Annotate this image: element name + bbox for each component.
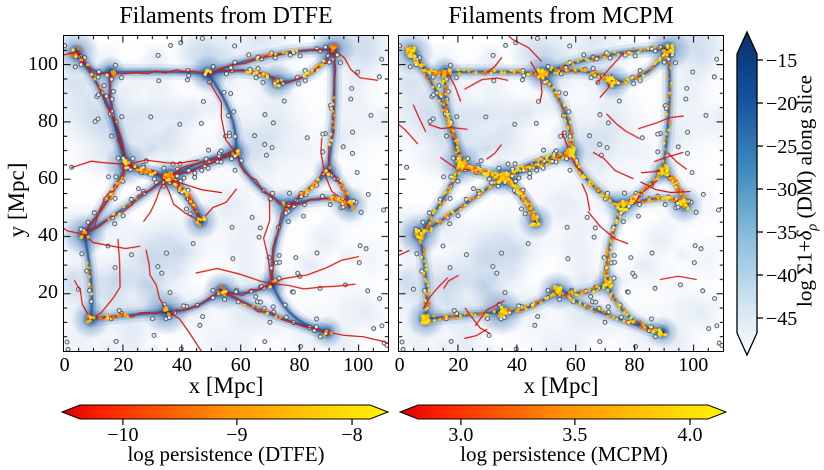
persistence-caption-mcpm: log persistence (MCPM) xyxy=(460,442,668,466)
panel-title-dtfe: Filaments from DTFE xyxy=(119,3,333,29)
dtfe-density-map xyxy=(64,36,388,351)
density-colorbar-bar xyxy=(736,30,758,357)
panel-title-mcpm: Filaments from MCPM xyxy=(448,3,674,29)
x-axis-label-dtfe: x [Mpc] xyxy=(188,373,264,398)
x-tick-label: 60 xyxy=(565,354,586,376)
x-tick-label: 20 xyxy=(113,354,134,376)
y-tick-label: 80 xyxy=(38,110,58,133)
persistence-colorbar-tick-label: −9 xyxy=(226,424,247,446)
persistence-colorbar-bar xyxy=(398,404,728,420)
y-tick-label: 40 xyxy=(38,224,58,247)
x-tick-label: 80 xyxy=(289,354,310,376)
density-colorbar-tick-label: −25 xyxy=(766,136,797,158)
density-colorbar-tick-label: −15 xyxy=(766,50,797,72)
density-colorbar: −15 −20 −25 −30 −35 −40 −45 xyxy=(736,30,797,357)
density-colorbar-tick-label: −40 xyxy=(766,265,797,287)
dtfe-map-panel xyxy=(63,35,389,352)
x-tick-label: 0 xyxy=(394,354,405,376)
density-colorbar-tick-label: −20 xyxy=(766,93,797,115)
y-tick-label: 60 xyxy=(38,167,58,190)
x-tick-label: 60 xyxy=(230,354,251,376)
persistence-colorbar-tick-label: −10 xyxy=(107,424,138,446)
x-tick-label: 0 xyxy=(59,354,70,376)
x-tick-label: 20 xyxy=(448,354,469,376)
density-colorbar-tick-label: −45 xyxy=(766,308,797,330)
persistence-colorbar-bar xyxy=(60,404,390,420)
density-colorbar-tick-label: −30 xyxy=(766,179,797,201)
persistence-colorbar-tick-label: 4.0 xyxy=(678,424,703,446)
x-tick-label: 40 xyxy=(172,354,193,376)
mcpm-density-map xyxy=(399,36,723,351)
x-tick-label: 100 xyxy=(678,354,709,376)
persistence-caption-dtfe: log persistence (DTFE) xyxy=(127,442,325,466)
x-tick-label: 100 xyxy=(343,354,374,376)
x-tick-label: 80 xyxy=(624,354,645,376)
persistence-colorbar-tick-label: 3.5 xyxy=(562,424,587,446)
persistence-colorbar-tick-label: −8 xyxy=(341,424,362,446)
x-tick-label: 40 xyxy=(507,354,528,376)
persistence-colorbar-0: −10 −9 −8 xyxy=(60,404,390,446)
persistence-colorbar-tick-label: 3.0 xyxy=(448,424,473,446)
y-tick-label: 20 xyxy=(38,281,58,304)
persistence-colorbar-1: 3.0 3.5 4.0 xyxy=(398,404,728,446)
density-colorbar-tick-label: −35 xyxy=(766,222,797,244)
x-axis-label-mcpm: x [Mpc] xyxy=(523,373,599,398)
y-tick-label: 100 xyxy=(28,52,58,75)
mcpm-map-panel xyxy=(398,35,724,352)
